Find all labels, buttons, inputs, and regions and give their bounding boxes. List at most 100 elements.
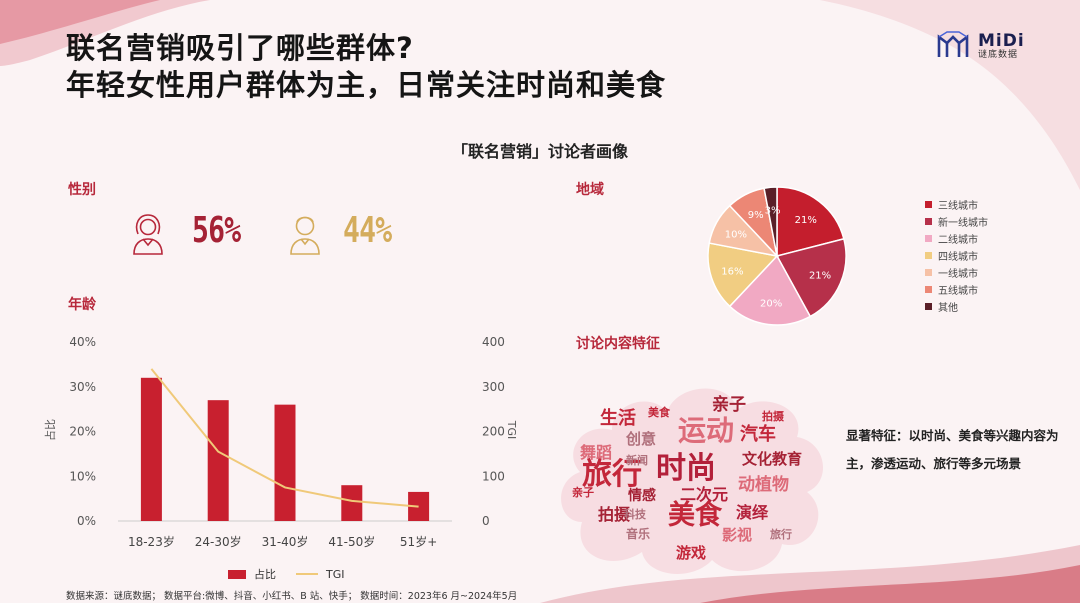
legend-bar-swatch [228,569,246,579]
word-cloud-term: 时尚 [656,451,716,486]
y-tick-label: 30% [69,380,96,394]
pie-slice-label: 16% [721,266,743,277]
legend-label: 一线城市 [938,269,978,280]
legend-label: 新一线城市 [938,218,988,229]
legend-label: 四线城市 [938,252,978,263]
male-user-icon [290,216,320,255]
word-cloud-term: 影视 [722,526,752,544]
legend-bar-label: 占比 [254,568,276,581]
word-cloud-term: 旅行 [770,527,792,541]
pie-slice [707,242,779,308]
y2-tick-label: 300 [482,380,505,394]
word-cloud-term: 生活 [600,407,636,429]
pie-legend-item: 新一线城市 [925,213,988,230]
logo-wordmark: MiDi [978,30,1025,51]
word-cloud-term: 创意 [625,430,656,448]
word-cloud-term: 拍摄 [762,409,785,423]
legend-label: 二线城市 [938,235,978,246]
age-bar-line-chart: 0% 10% 20% 30% 40% 0 100 200 300 400 18-23岁 24-30… [43,335,518,549]
legend-label: 五线城市 [938,286,978,297]
word-cloud-term: 舞蹈 [580,443,612,462]
section-heading: 「联名营销」讨论者画像 [451,142,628,161]
x-tick-label: 51岁+ [400,534,437,549]
legend-swatch [925,303,932,310]
pie-slice-label: 9% [748,210,764,221]
pie-slice [728,254,812,326]
x-tick-label: 18-23岁 [128,534,175,549]
content-label: 讨论内容特征 [576,336,660,352]
legend-swatch [925,201,932,208]
title-line-1: 联名营销吸引了哪些群体? [66,31,414,65]
age-label: 年龄 [68,297,96,313]
pie-legend-item: 二线城市 [925,230,988,247]
word-cloud-term: 运动 [678,414,734,447]
pie-legend-item: 五线城市 [925,281,988,298]
word-cloud-term: 亲子 [572,485,594,499]
cloud-shape [561,388,824,574]
y2-tick-label: 400 [482,335,505,349]
word-cloud-term: 汽车 [740,423,776,445]
pie-legend-item: 四线城市 [925,247,988,264]
pie-slice [775,237,847,318]
legend-swatch [925,235,932,242]
legend-swatch [925,286,932,293]
logo-subtext: 谜底数据 [978,49,1019,60]
legend-line-label: TGI [326,567,345,581]
y-tick-label: 20% [69,425,96,439]
gender-label: 性别 [68,182,96,198]
y-tick-label: 10% [69,469,96,483]
pie-slice-label: 20% [760,299,782,310]
legend-label: 三线城市 [938,201,978,212]
male-percentage: 44% [343,210,392,251]
region-pie-chart: 21% 21% 20% 16% 10%9% 3% [707,186,847,326]
x-tick-label: 41-50岁 [328,534,375,549]
pie-slice [776,186,845,257]
word-cloud-term: 亲子 [712,394,746,415]
word-cloud-term: 拍摄 [598,505,631,524]
y2-tick-label: 0 [482,514,490,528]
pie-slice-label: 21% [795,215,817,226]
y-tick-label: 40% [69,335,96,349]
cube-logo-icon [937,31,969,57]
word-cloud-term: 美食 [668,499,723,531]
word-cloud-term: 文化教育 [742,450,802,468]
y2-tick-label: 200 [482,425,505,439]
pie-legend-item: 一线城市 [925,264,988,281]
key-traits-text: 显著特征：以时尚、美食等兴趣内容为主，渗透运动、旅行等多元场景 [846,428,1059,471]
x-tick-label: 24-30岁 [195,534,242,549]
tgi-line [150,368,419,508]
pie-slice [763,186,778,257]
pie-legend-item: 其他 [925,298,988,315]
legend-swatch [925,252,932,259]
y-tick-label: 0% [77,514,96,528]
word-cloud-term: 科技 [624,507,647,521]
legend-swatch [925,269,932,276]
female-user-icon [133,214,163,255]
region-pie-legend: 三线城市新一线城市二线城市四线城市一线城市五线城市 其他 [925,196,988,315]
y-axis-label: 占比 [43,419,57,441]
data-source-footer: 数据来源：谜底数据； 数据平台:微博、抖音、小红书、B 站、快手； 数据时间：2… [66,591,518,602]
word-cloud-term: 动植物 [738,474,789,495]
title-line-2: 年轻女性用户群体为主，日常关注时尚和美食 [66,68,667,102]
word-cloud-term: 新闻 [626,453,648,467]
age-bar [140,377,162,521]
y2-axis-label: TGI [505,420,518,440]
region-label: 地域 [576,182,604,198]
pie-slice-label: 3% [765,205,781,216]
age-bar [341,485,363,521]
pie-slice-label: 21% [809,271,831,282]
pie-legend-item: 三线城市 [925,196,988,213]
age-chart-legend: 占比 TGI [228,566,345,582]
female-percentage: 56% [192,210,241,251]
age-bar [274,404,296,521]
x-tick-label: 31-40岁 [262,534,309,549]
legend-swatch [925,218,932,225]
y2-tick-label: 100 [482,469,505,483]
word-cloud-term: 音乐 [626,526,650,541]
pie-slice-label: 10% [725,229,747,240]
word-cloud-term: 演绎 [736,503,769,522]
word-cloud-term: 旅行 [582,457,642,492]
brand-logo: MiDi 谜底数据 [934,30,1025,62]
